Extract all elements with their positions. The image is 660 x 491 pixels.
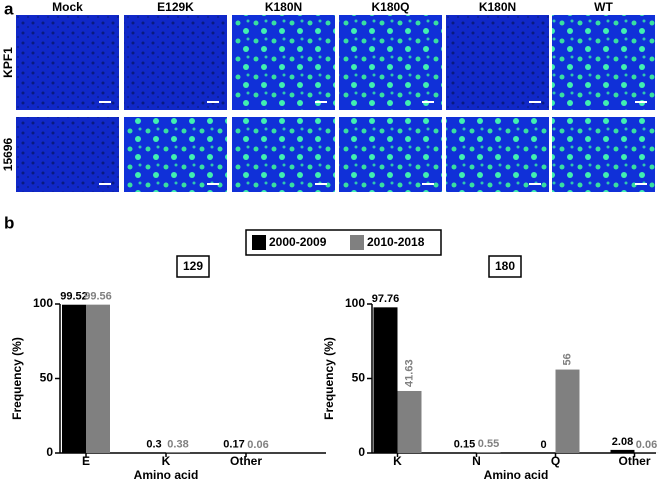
y-tick-label: 0 bbox=[46, 445, 53, 459]
column-label: E129K bbox=[157, 0, 194, 14]
micrograph bbox=[552, 15, 655, 110]
bar bbox=[166, 452, 190, 453]
y-tick-label: 100 bbox=[345, 296, 365, 310]
y-axis-label: Frequency (%) bbox=[10, 337, 24, 420]
value-label: 99.56 bbox=[84, 291, 112, 303]
micrograph bbox=[16, 15, 119, 110]
x-tick-label: Other bbox=[618, 454, 650, 468]
value-label: 2.08 bbox=[612, 436, 633, 448]
value-label: 97.76 bbox=[372, 293, 400, 305]
bar bbox=[476, 452, 501, 453]
micrograph bbox=[232, 15, 335, 110]
x-tick-label: E bbox=[82, 454, 90, 468]
title-box bbox=[488, 255, 522, 278]
bar bbox=[373, 307, 398, 453]
row-label: 15696 bbox=[1, 137, 15, 171]
bar bbox=[62, 304, 86, 453]
legend-swatch bbox=[252, 235, 266, 250]
y-tick-label: 0 bbox=[358, 445, 365, 459]
micrograph bbox=[232, 117, 335, 192]
micrograph bbox=[339, 117, 442, 192]
y-axis-label: Frequency (%) bbox=[322, 337, 336, 420]
value-label: 56 bbox=[561, 353, 573, 365]
x-tick-label: Other bbox=[230, 454, 262, 468]
x-axis-label: Amino acid bbox=[134, 468, 199, 482]
x-tick-label: K bbox=[393, 454, 402, 468]
x-tick-label: N bbox=[472, 454, 481, 468]
y-tick-label: 50 bbox=[40, 371, 54, 385]
x-tick-label: Q bbox=[551, 454, 560, 468]
bar bbox=[555, 369, 580, 453]
value-label: 41.63 bbox=[403, 359, 415, 387]
bar bbox=[86, 304, 110, 453]
chart-title: 129 bbox=[183, 259, 203, 273]
column-label: Mock bbox=[52, 0, 83, 14]
column-label: K180N bbox=[479, 0, 516, 14]
x-tick-label: K bbox=[162, 454, 171, 468]
micrograph bbox=[446, 15, 549, 110]
value-label: 0.55 bbox=[478, 438, 499, 450]
value-label: 0.17 bbox=[223, 439, 244, 451]
column-label: E129K bbox=[479, 0, 516, 2]
y-tick-label: 100 bbox=[33, 296, 53, 310]
micrograph bbox=[552, 117, 655, 192]
column-label: K180N bbox=[265, 0, 302, 14]
micrograph bbox=[339, 15, 442, 110]
panel-label: b bbox=[4, 213, 14, 232]
panel-label: a bbox=[4, 0, 14, 18]
micrograph bbox=[16, 117, 119, 192]
value-label: 99.52 bbox=[60, 291, 88, 303]
chart-title: 180 bbox=[495, 259, 515, 273]
x-axis-label: Amino acid bbox=[484, 468, 549, 482]
legend-label: 2000-2009 bbox=[269, 235, 327, 249]
value-label: 0.06 bbox=[636, 439, 657, 451]
title-box bbox=[176, 255, 210, 278]
value-label: 0.38 bbox=[167, 438, 188, 450]
y-tick-label: 50 bbox=[352, 371, 366, 385]
bar bbox=[397, 390, 422, 453]
bar bbox=[610, 449, 635, 453]
micrograph bbox=[446, 117, 549, 192]
value-label: 0.15 bbox=[454, 439, 475, 451]
column-label: K180Q bbox=[371, 0, 409, 14]
legend-label: 2010-2018 bbox=[367, 235, 425, 249]
value-label: 0.06 bbox=[247, 439, 268, 451]
value-label: 0 bbox=[540, 439, 546, 451]
micrograph bbox=[124, 117, 227, 192]
micrograph bbox=[124, 15, 227, 110]
row-label: KPF1 bbox=[1, 47, 15, 78]
legend-swatch bbox=[350, 235, 364, 250]
column-label: WT bbox=[594, 0, 613, 14]
legend-box bbox=[245, 229, 442, 256]
value-label: 0.3 bbox=[146, 438, 161, 450]
